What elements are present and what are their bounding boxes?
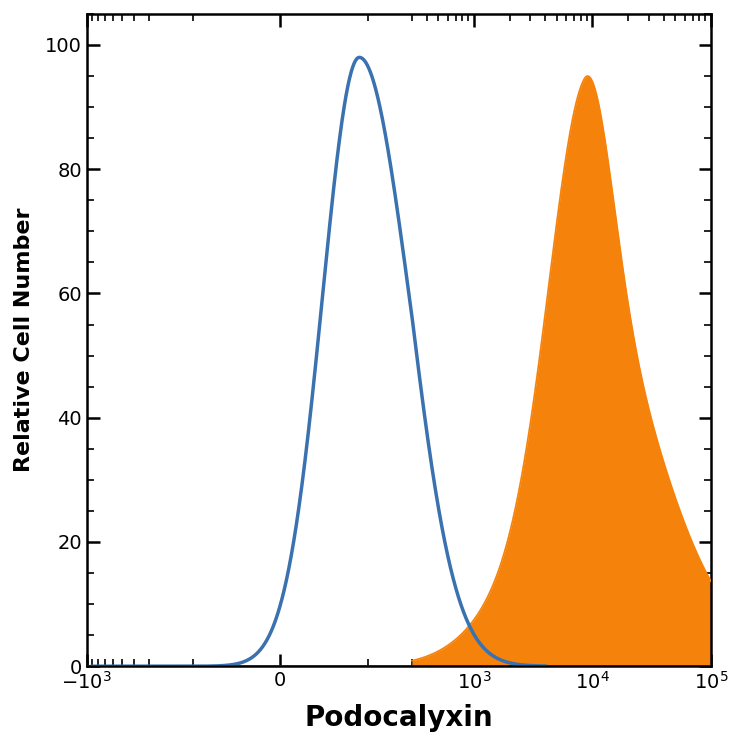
- Y-axis label: Relative Cell Number: Relative Cell Number: [14, 208, 34, 472]
- X-axis label: Podocalyxin: Podocalyxin: [304, 704, 493, 732]
